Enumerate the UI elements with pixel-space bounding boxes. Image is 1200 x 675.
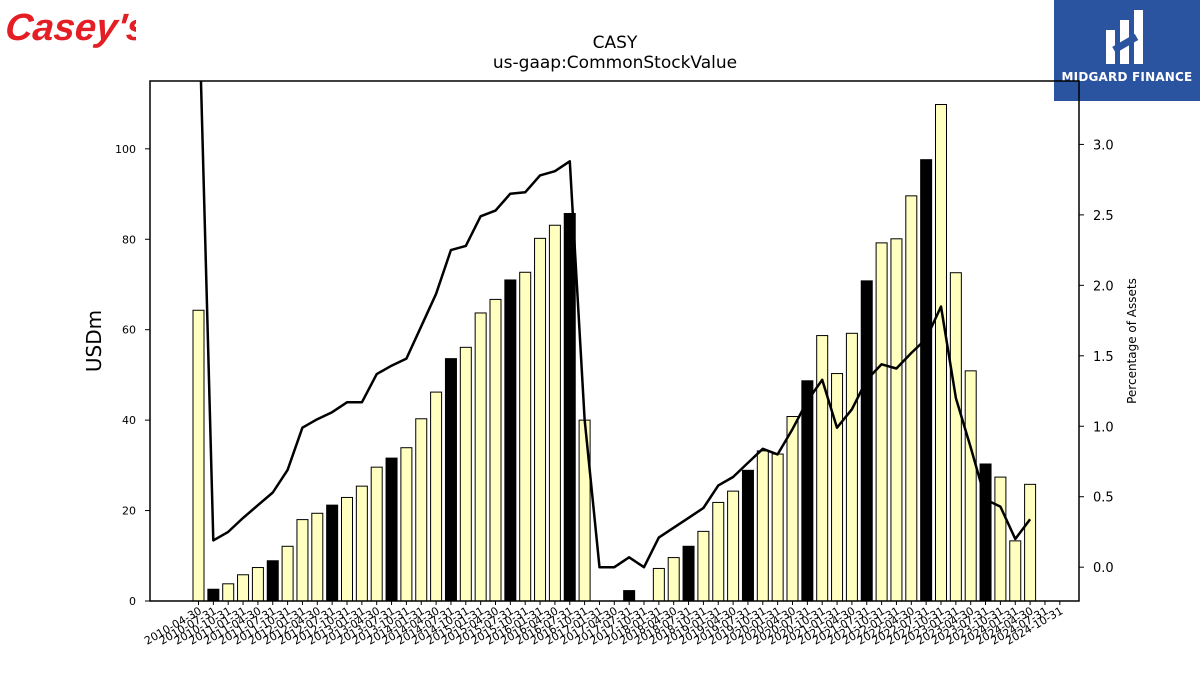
bar-2019-10-31 [756,450,769,602]
y-tick-label-20: 20 [122,505,136,518]
bar-2014-10-31 [459,346,472,602]
bar-2018-10-31 [697,530,710,602]
bar-2012-10-31 [341,496,353,602]
bar-2022-07-31 [920,159,933,602]
bar-2012-04-30 [311,512,324,602]
midgard-brand-text: MIDGARD FINANCE [1061,70,1193,84]
y-axis-label: USDm [82,310,106,372]
bar-2019-04-30 [727,490,740,602]
y2-tick-label-1.0: 1.0 [1093,420,1114,435]
bar-2020-01-31 [771,453,784,602]
bar-2024-01-31 [1009,540,1022,602]
bar-2015-10-31 [519,271,532,602]
bar-2013-01-31 [355,485,368,602]
bar-2014-01-31 [415,418,428,602]
bar-2022-10-31 [935,104,947,602]
bar-2016-04-30 [548,224,561,602]
bar-2015-07-31 [504,279,517,602]
bar-2010-04-30 [192,309,205,602]
bar-2016-01-31 [534,237,547,602]
svg-text:Casey's: Casey's [6,7,136,49]
bar-2019-01-31 [712,501,725,602]
bar-2020-10-31 [816,335,829,602]
bar-2024-04-30 [1024,483,1037,602]
y-tick-label-100: 100 [115,143,136,156]
bar-2021-07-31 [860,280,873,602]
bar-2018-07-31 [682,545,695,602]
bar-2021-10-31 [875,242,888,602]
caseys-logo: Casey's [3,4,150,60]
bar-2022-01-31 [890,238,903,602]
bar-2011-10-31 [281,545,294,602]
midgard-emblem-icon [1106,10,1143,64]
bar-2021-04-30 [845,332,858,602]
y2-tick-label-0.5: 0.5 [1093,491,1114,506]
bar-2019-07-31 [741,469,754,602]
chart-title: CASY [592,33,638,53]
y-tick-label-60: 60 [122,324,136,337]
y2-tick-label-2.0: 2.0 [1093,279,1114,294]
bar-2020-04-30 [786,416,799,602]
y2-tick-label-1.5: 1.5 [1093,350,1114,365]
bar-2023-10-31 [994,476,1007,602]
bar-2013-04-30 [370,466,383,602]
bar-2013-07-31 [385,457,398,602]
y2-tick-label-3.0: 3.0 [1093,138,1114,153]
y2-tick-label-2.5: 2.5 [1093,209,1114,224]
bar-2010-10-31 [222,583,235,602]
bar-2012-07-31 [326,504,339,602]
y-tick-label-40: 40 [122,414,136,427]
bar-2014-04-30 [430,391,443,602]
bar-2011-01-31 [237,574,250,602]
bar-2018-04-30 [667,557,680,602]
bar-2011-04-30 [251,567,264,602]
bar-2015-01-31 [474,312,487,602]
percentage-of-assets-line [199,81,1032,569]
y2-axis-label: Percentage of Assets [1125,278,1139,404]
bar-2023-04-30 [964,370,977,602]
bar-2012-01-31 [296,519,309,602]
bar-2020-07-31 [801,380,814,602]
bar-2010-07-31 [207,588,220,602]
caseys-logo-mark: Casey's [3,7,150,49]
bar-2021-01-31 [831,373,844,602]
y-tick-label-80: 80 [122,233,136,246]
bar-2011-07-31 [266,560,279,602]
bar-2016-07-31 [563,212,576,602]
bar-2015-04-30 [489,298,502,602]
chart-subtitle: us-gaap:CommonStockValue [492,53,738,73]
y-tick-label-0: 0 [129,595,136,608]
bar-2014-07-31 [444,358,457,602]
y2-tick-label-0.0: 0.0 [1093,561,1114,576]
bar-2017-07-31 [623,590,636,602]
bar-2023-01-31 [949,272,962,602]
bar-2022-04-30 [905,195,918,602]
bar-2018-01-31 [652,567,665,602]
bar-2013-10-31 [400,447,413,602]
